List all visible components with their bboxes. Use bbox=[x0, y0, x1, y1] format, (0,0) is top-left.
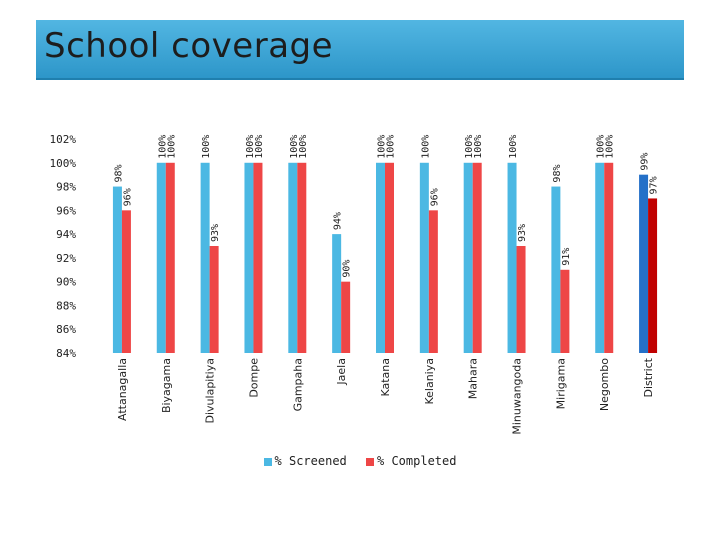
bar-completed bbox=[209, 246, 219, 353]
legend-label-completed: % Completed bbox=[377, 454, 457, 468]
data-label: 97% bbox=[649, 176, 660, 194]
x-category-label: Minuwangoda bbox=[511, 358, 524, 435]
bar-screened bbox=[463, 162, 473, 353]
bar-screened bbox=[376, 162, 385, 353]
x-category-label: District bbox=[642, 357, 655, 397]
y-tick-label: 86% bbox=[56, 323, 76, 336]
x-category-label: Jaela bbox=[335, 358, 348, 386]
bar-completed bbox=[560, 269, 570, 353]
bar-screened bbox=[551, 186, 561, 353]
y-tick-label: 90% bbox=[56, 276, 76, 289]
bar-completed bbox=[472, 162, 482, 353]
data-label: 98% bbox=[113, 164, 124, 182]
data-label: 100% bbox=[377, 135, 388, 159]
data-label: 94% bbox=[333, 212, 344, 230]
data-label: 100% bbox=[605, 135, 616, 159]
bar-screened bbox=[288, 162, 298, 353]
y-tick-label: 88% bbox=[56, 299, 76, 312]
x-category-label: Mahara bbox=[467, 358, 480, 399]
data-label: 100% bbox=[201, 135, 212, 159]
bar-completed bbox=[516, 246, 526, 353]
bar-completed bbox=[297, 162, 307, 353]
legend-item-screened: % Screened bbox=[263, 454, 347, 468]
data-label: 100% bbox=[473, 135, 484, 159]
bar-screened bbox=[595, 162, 605, 353]
bar-screened bbox=[507, 162, 517, 353]
bar-screened bbox=[419, 162, 429, 353]
data-label: 93% bbox=[210, 224, 221, 242]
bar-screened bbox=[332, 234, 342, 353]
y-tick-label: 98% bbox=[56, 181, 76, 194]
y-tick-label: 84% bbox=[56, 347, 76, 360]
data-label: 98% bbox=[552, 164, 563, 182]
data-label: 100% bbox=[254, 135, 265, 159]
bar-screened bbox=[244, 162, 254, 353]
bar-screened bbox=[639, 174, 649, 353]
x-category-label: Attanagalla bbox=[116, 358, 129, 421]
data-label: 100% bbox=[386, 135, 397, 159]
data-label: 100% bbox=[420, 135, 431, 159]
x-category-label: Kelaniya bbox=[423, 358, 436, 405]
bar-completed bbox=[341, 281, 351, 353]
legend-item-completed: % Completed bbox=[366, 454, 456, 468]
data-label: 99% bbox=[640, 153, 651, 171]
bar-completed bbox=[428, 210, 438, 353]
data-label: 90% bbox=[342, 260, 353, 278]
legend-swatch-screened bbox=[263, 457, 272, 466]
data-label: 100% bbox=[298, 135, 309, 159]
bar-completed bbox=[385, 162, 394, 353]
bar-completed bbox=[165, 162, 175, 353]
bar-completed bbox=[121, 210, 131, 353]
title-banner: School coverage bbox=[36, 20, 684, 80]
x-category-label: Biyagama bbox=[160, 358, 173, 413]
data-label: 91% bbox=[561, 248, 572, 266]
y-tick-label: 92% bbox=[56, 252, 76, 265]
x-category-label: Negombo bbox=[598, 358, 611, 411]
data-label: 100% bbox=[166, 135, 177, 159]
data-label: 100% bbox=[508, 135, 519, 159]
bar-completed bbox=[604, 162, 614, 353]
data-label: 93% bbox=[517, 224, 528, 242]
x-category-label: Katana bbox=[379, 358, 392, 397]
legend: % Screened % Completed bbox=[0, 454, 720, 468]
bar-screened bbox=[112, 186, 122, 353]
x-category-label: Mirigama bbox=[554, 358, 567, 409]
data-label: 100% bbox=[245, 135, 256, 159]
bar-screened bbox=[156, 162, 166, 353]
bar-completed bbox=[648, 198, 658, 353]
x-category-label: Divulapitiya bbox=[204, 358, 217, 423]
data-label: 96% bbox=[122, 188, 133, 206]
data-label: 100% bbox=[289, 135, 300, 159]
legend-label-screened: % Screened bbox=[274, 454, 347, 468]
data-label: 96% bbox=[429, 188, 440, 206]
y-tick-label: 96% bbox=[56, 204, 76, 217]
x-category-label: Gampaha bbox=[291, 358, 304, 411]
data-label: 100% bbox=[596, 135, 607, 159]
bar-completed bbox=[253, 162, 263, 353]
data-label: 100% bbox=[157, 135, 168, 159]
page-title: School coverage bbox=[44, 26, 334, 66]
y-tick-label: 102% bbox=[50, 133, 77, 146]
y-tick-label: 94% bbox=[56, 228, 76, 241]
bar-screened bbox=[200, 162, 210, 353]
y-tick-label: 100% bbox=[50, 157, 77, 170]
legend-swatch-completed bbox=[366, 457, 374, 466]
data-label: 100% bbox=[464, 135, 475, 159]
x-category-label: Dompe bbox=[247, 358, 260, 398]
